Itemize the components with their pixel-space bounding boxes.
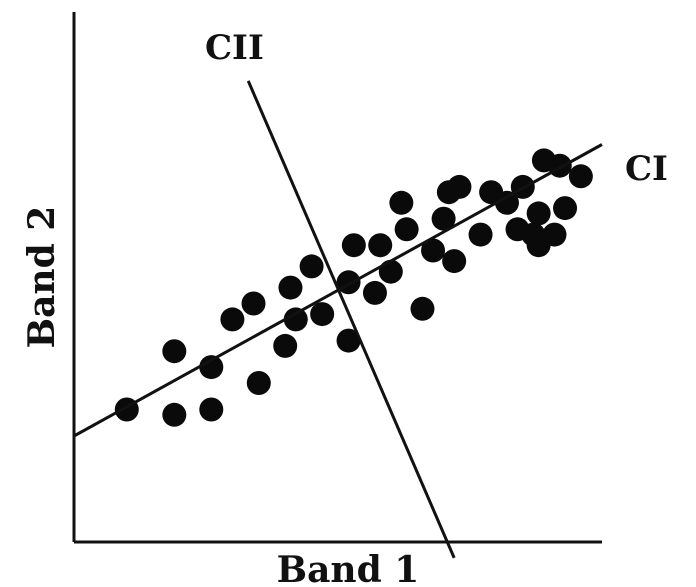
data-point: [526, 201, 551, 226]
data-point: [394, 217, 419, 242]
data-point: [299, 254, 324, 279]
data-point: [568, 164, 593, 189]
data-point: [468, 222, 493, 247]
cii-label: CII: [205, 28, 264, 68]
data-point: [278, 275, 303, 300]
data-point: [199, 355, 224, 380]
data-point: [362, 280, 387, 305]
data-point: [542, 222, 567, 247]
data-point: [241, 291, 266, 316]
data-point: [494, 190, 519, 215]
data-point: [310, 302, 335, 327]
data-point: [368, 233, 393, 258]
data-point: [378, 259, 403, 284]
data-point: [273, 333, 298, 358]
y-axis-label: Band 2: [21, 206, 63, 349]
data-point: [521, 222, 546, 247]
data-points: [114, 148, 593, 427]
ci-label: CI: [625, 149, 668, 189]
data-point: [431, 206, 456, 231]
data-point: [410, 296, 435, 321]
data-point: [220, 307, 245, 332]
data-point: [421, 238, 446, 263]
data-point: [447, 174, 472, 199]
data-point: [162, 402, 187, 427]
component-axis-cii: [246, 80, 456, 559]
data-point: [336, 328, 361, 353]
data-point: [246, 371, 271, 395]
x-axis-label: Band 1: [277, 549, 420, 587]
data-point: [283, 307, 308, 332]
data-point: [553, 196, 578, 221]
data-point: [162, 339, 187, 364]
data-point: [199, 397, 224, 422]
data-point: [389, 190, 414, 215]
data-point: [341, 233, 366, 258]
data-point: [442, 249, 467, 274]
